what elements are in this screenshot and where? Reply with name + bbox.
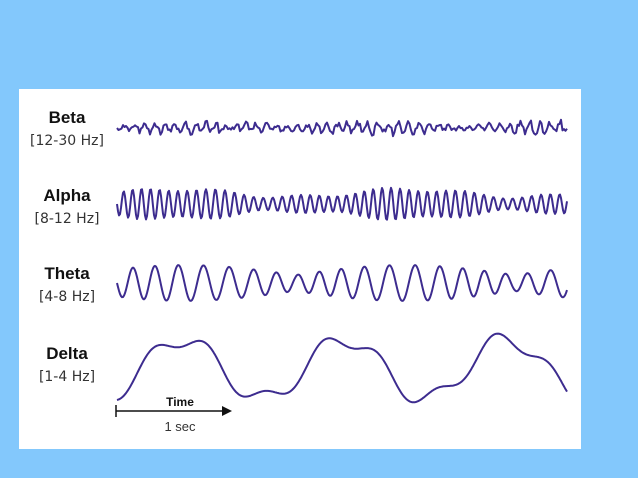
band-range-delta: [1-4 Hz]: [38, 369, 96, 385]
time-scale-arrow: [115, 405, 232, 417]
band-range-alpha: [8-12 Hz]: [34, 211, 100, 227]
alpha-waveform: [116, 186, 568, 221]
band-name-alpha: Alpha: [43, 186, 91, 205]
theta-waveform: [116, 264, 568, 302]
band-name-beta: Beta: [48, 108, 86, 127]
band-name-delta: Delta: [46, 344, 88, 363]
time-label: Time: [166, 395, 194, 409]
waveforms: [115, 118, 568, 417]
band-range-theta: [4-8 Hz]: [38, 289, 96, 305]
beta-waveform: [116, 118, 568, 138]
band-range-beta: [12-30 Hz]: [30, 133, 104, 149]
duration-label: 1 sec: [164, 419, 196, 434]
eeg-panel: Beta [12-30 Hz] Alpha [8-12 Hz] Theta [4…: [19, 89, 581, 449]
band-name-theta: Theta: [44, 264, 90, 283]
delta-waveform: [116, 332, 568, 404]
